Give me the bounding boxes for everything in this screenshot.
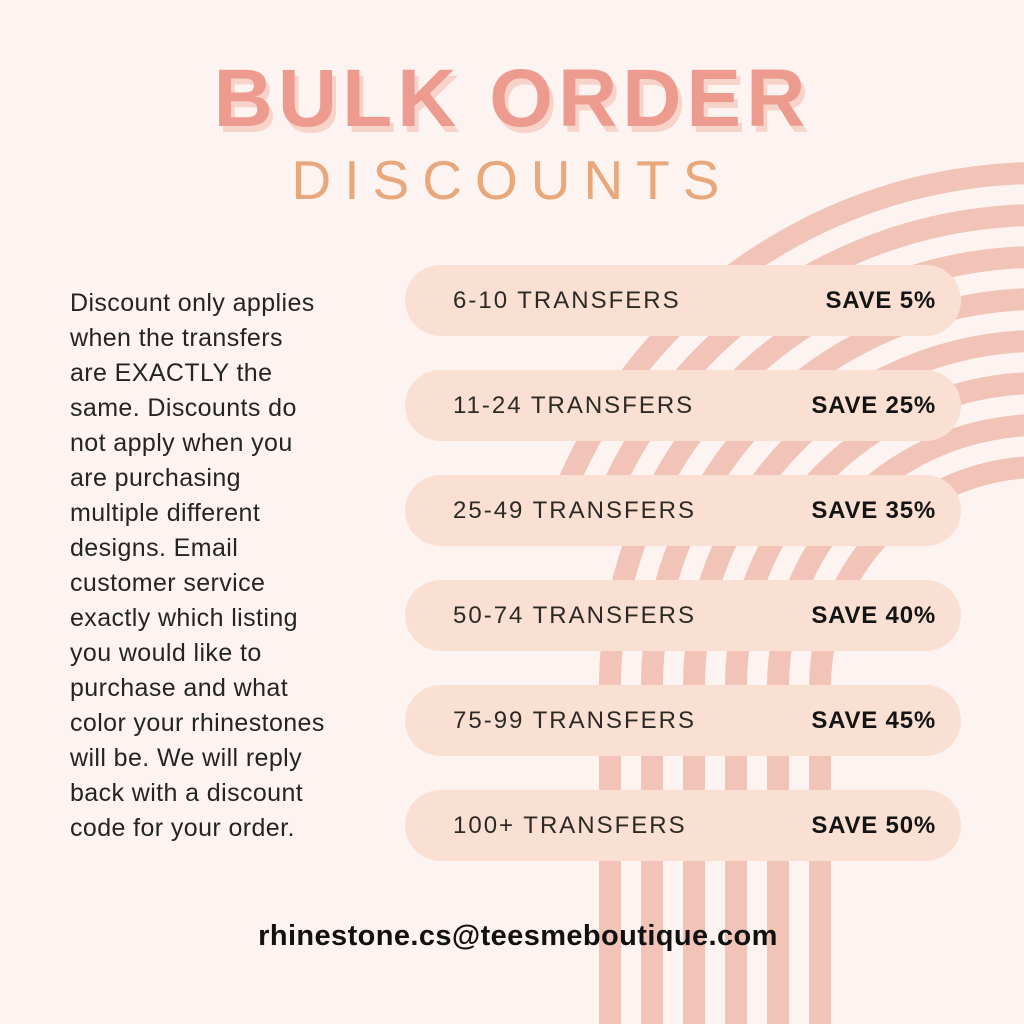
tier-save-label: SAVE 50%: [811, 811, 936, 839]
tier-range-label: 50-74 TRANSFERS: [453, 601, 696, 629]
poster-header: BULK ORDER DISCOUNTS: [0, 58, 1024, 208]
tier-save-label: SAVE 25%: [811, 391, 936, 419]
discount-policy-text: Discount only applies when the transfers…: [70, 289, 325, 842]
tier-range-label: 75-99 TRANSFERS: [453, 706, 696, 734]
discount-tier-row: 6-10 TRANSFERS SAVE 5%: [405, 265, 961, 336]
tier-range-label: 6-10 TRANSFERS: [453, 286, 681, 314]
discount-tier-row: 75-99 TRANSFERS SAVE 45%: [405, 685, 961, 756]
tier-save-label: SAVE 40%: [811, 601, 936, 629]
tier-range-label: 100+ TRANSFERS: [453, 811, 687, 839]
page-title: BULK ORDER: [213, 53, 811, 144]
discount-tier-list: 6-10 TRANSFERS SAVE 5% 11-24 TRANSFERS S…: [405, 265, 961, 895]
discount-tier-row: 11-24 TRANSFERS SAVE 25%: [405, 370, 961, 441]
tier-range-label: 11-24 TRANSFERS: [453, 391, 695, 419]
tier-save-label: SAVE 45%: [811, 706, 936, 734]
tier-save-label: SAVE 35%: [811, 496, 936, 524]
tier-range-label: 25-49 TRANSFERS: [453, 496, 696, 524]
discount-tier-row: 100+ TRANSFERS SAVE 50%: [405, 790, 961, 861]
tier-save-label: SAVE 5%: [825, 286, 936, 314]
discount-tier-row: 25-49 TRANSFERS SAVE 35%: [405, 475, 961, 546]
page-subtitle: DISCOUNTS: [291, 149, 733, 211]
contact-email: rhinestone.cs@teesmeboutique.com: [258, 920, 778, 952]
discount-tier-row: 50-74 TRANSFERS SAVE 40%: [405, 580, 961, 651]
